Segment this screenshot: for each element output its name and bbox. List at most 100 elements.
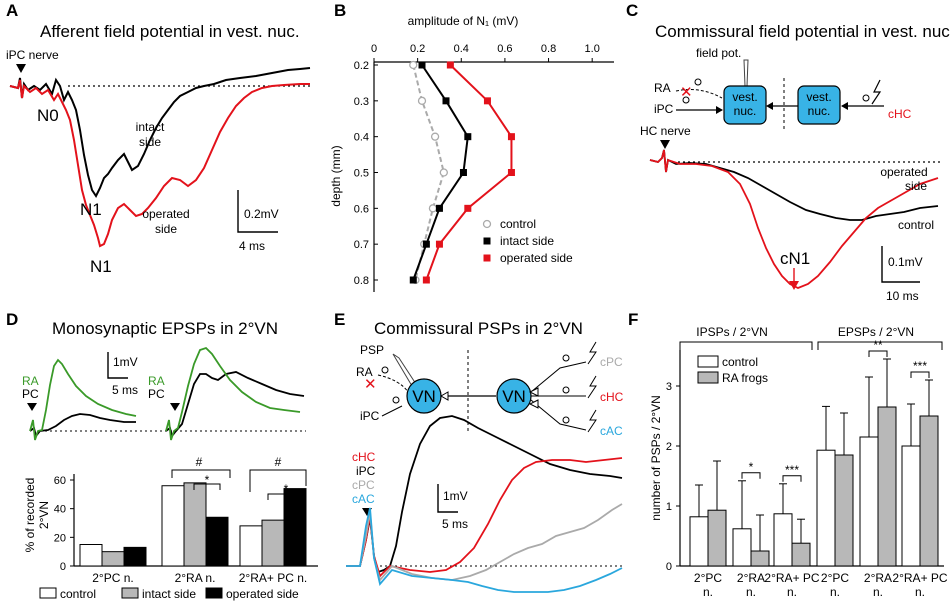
d-legend: control intact side operated side	[39, 587, 299, 601]
pc-label-d2: PC	[148, 387, 165, 401]
f-sigs: * ********	[741, 338, 930, 482]
f-legend: control RA frogs	[697, 355, 768, 385]
b-legend-marker	[483, 237, 491, 245]
vest-nuc-box-1	[723, 85, 767, 125]
panel-e-letter: E	[334, 310, 345, 329]
stim-arrow-icon	[16, 64, 26, 73]
f-bars	[689, 358, 939, 567]
control-label-c: control	[898, 218, 934, 232]
b-point-intact-side	[418, 61, 426, 69]
d-bar-operated-side	[123, 546, 147, 567]
b-x-tick-label: 0.6	[497, 43, 512, 55]
f-x-label: 2°RA+ PC n.	[764, 571, 819, 599]
sig-d1: #	[196, 455, 203, 469]
chc-trace-e	[346, 457, 623, 578]
scale-v-c: 0.1mV	[888, 255, 923, 269]
legend-ipc: iPC	[356, 464, 376, 478]
f-legend-swatch	[697, 355, 719, 368]
b-legend-label: control	[500, 217, 536, 231]
control-trace-c	[649, 149, 939, 221]
panel-c-title: Commissural field potential in vest. nuc…	[655, 22, 951, 41]
b-y-title: depth (mm)	[329, 145, 343, 206]
bolt-cac-icon	[587, 409, 597, 433]
d-bar-operated-side	[283, 488, 307, 567]
scale-v-a: 0.2mV	[244, 207, 279, 221]
b-y-tick-label: 0.8	[354, 275, 369, 287]
b-point-intact-side	[464, 133, 472, 141]
cpc-fiber	[530, 361, 587, 393]
d-bar-control	[161, 485, 185, 567]
ipc-soma-c	[682, 96, 690, 104]
stim-arrow-d2-icon	[170, 403, 180, 411]
f-group2-bracket	[817, 341, 943, 350]
f-sig-label: **	[873, 338, 883, 352]
box2-label: vest. nuc.	[806, 90, 831, 118]
panel-d-title: Monosynaptic EPSPs in 2°VN	[52, 319, 278, 338]
n1-intact-label: N1	[80, 200, 102, 219]
d-x-label: 2°RA+ PC n.	[239, 571, 308, 585]
d-bar-intact-side	[101, 551, 125, 567]
d-legend-swatch	[121, 587, 139, 599]
field-pot-label: field pot.	[696, 46, 741, 60]
scale-bar-c	[881, 246, 920, 283]
d-y-tick-label: 20	[54, 532, 66, 544]
f-bar-RA-frogs	[919, 415, 939, 567]
f-y-tick-label: 0	[666, 561, 672, 573]
d-y-tick-label: 40	[54, 504, 66, 516]
d-x-label: 2°RA n.	[175, 571, 216, 585]
cac-soma	[562, 416, 570, 424]
sig-bracket-d3	[249, 469, 307, 492]
b-point-operated-side	[464, 204, 472, 212]
b-x-title: amplitude of N₁ (mV)	[408, 14, 519, 28]
f-legend-label: control	[722, 355, 758, 369]
f-x-label: 2°PC n.	[694, 571, 722, 599]
ra-soma-c	[694, 78, 702, 86]
b-x-tick-label: 0	[371, 43, 377, 55]
ipc-arrow-icon	[716, 106, 723, 114]
panel-f-letter: F	[628, 310, 638, 329]
d-bars	[79, 482, 307, 567]
panel-b-letter: B	[334, 1, 346, 20]
b-y-ticks: 0.2 0.3 0.4 0.5 0.6 0.7 0.8	[354, 60, 378, 287]
ra-fiber-e	[377, 374, 409, 393]
chc-label-c: cHC	[888, 107, 912, 121]
b-point-operated-side	[507, 133, 515, 141]
f-y-title: number of PSPs / 2°VN	[649, 395, 663, 521]
electrode-e-icon	[392, 353, 417, 387]
sig-bracket-d2	[193, 483, 221, 490]
f-bar-control	[901, 445, 921, 567]
legend-chc: cHC	[352, 450, 376, 464]
cpc-label-e: cPC	[600, 355, 623, 369]
sig-d2: *	[205, 473, 210, 487]
b-point-operated-side	[483, 97, 491, 105]
ipc-label-c: iPC	[654, 102, 674, 116]
ipc-trace-e	[346, 415, 623, 574]
ra-label-e: RA	[356, 365, 373, 379]
d-y-tick-label: 0	[60, 561, 66, 573]
b-point-control	[409, 60, 418, 70]
scale-t-a: 4 ms	[239, 239, 265, 253]
pc-trace-d1	[29, 413, 136, 438]
b-series	[409, 60, 515, 285]
b-y-tick-label: 0.4	[354, 132, 369, 144]
n1-operated-label: N1	[90, 257, 112, 276]
bolt-cpc-icon	[587, 341, 597, 365]
d-y-ticks: 0 20 40 60	[54, 475, 74, 573]
b-point-intact-side	[422, 240, 430, 248]
b-point-control	[439, 168, 448, 177]
f-y-tick-label: 1	[666, 501, 672, 513]
chc-soma-c	[862, 94, 870, 102]
chc-soma-e	[562, 386, 570, 394]
cac-trace-e	[346, 507, 623, 593]
f-bar-control	[859, 436, 879, 567]
d-legend-swatch	[205, 587, 223, 599]
b-legend: control intact side operated side	[482, 217, 573, 265]
ra-label-c: RA	[654, 81, 671, 95]
f-bar-RA-frogs	[707, 509, 727, 567]
ra-trace-d2	[165, 346, 301, 441]
chc-arrow-icon	[841, 102, 848, 110]
f-sig-bracket	[741, 472, 761, 479]
d-legend-label: operated side	[226, 587, 299, 601]
b-y-tick-label: 0.3	[354, 96, 369, 108]
